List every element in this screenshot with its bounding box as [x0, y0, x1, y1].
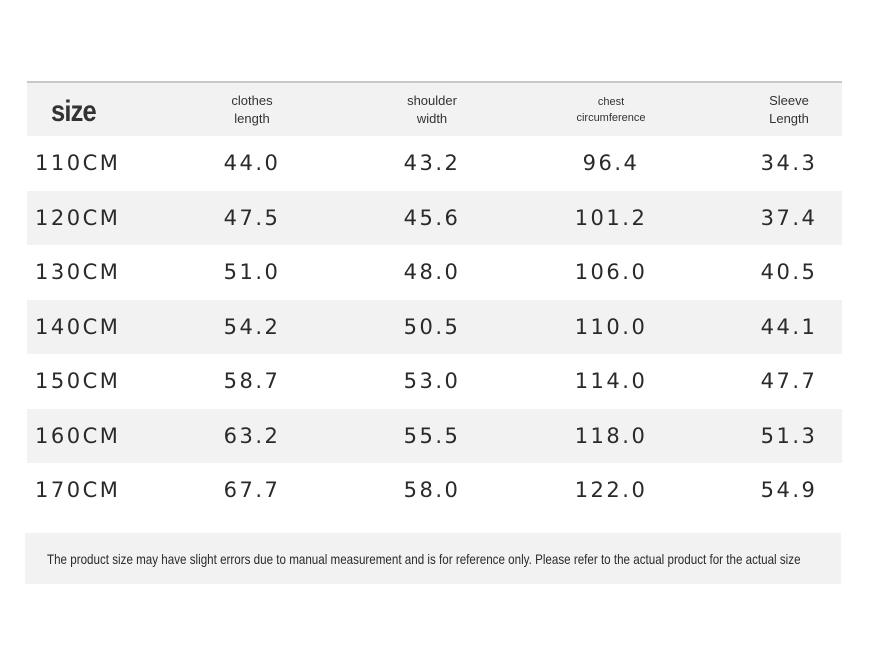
header-chest-circumference: chest circumference	[576, 83, 645, 136]
shoulder-cell: 45.6	[403, 205, 461, 230]
chest-cell: 114.0	[574, 369, 648, 394]
length-cell: 58.7	[223, 369, 281, 394]
shoulder-cell: 50.5	[403, 314, 461, 339]
header-clothes-length: clothes length	[231, 83, 272, 136]
chest-cell: 106.0	[574, 260, 648, 285]
header-sleeve-length: Sleeve Length	[769, 83, 809, 136]
header-line: Length	[769, 110, 809, 126]
length-cell: 47.5	[223, 205, 281, 230]
header-line: width	[416, 110, 448, 126]
sleeve-cell: 47.7	[760, 369, 818, 394]
length-cell: 67.7	[223, 478, 281, 503]
length-cell: 51.0	[223, 260, 281, 285]
size-cell: 140CM	[35, 314, 121, 339]
shoulder-cell: 53.0	[403, 369, 461, 394]
chest-cell: 122.0	[574, 478, 648, 503]
disclaimer-text: The product size may have slight errors …	[47, 550, 801, 567]
shoulder-cell: 58.0	[403, 478, 461, 503]
length-cell: 44.0	[223, 151, 281, 176]
size-cell: 130CM	[35, 260, 121, 285]
size-chart-table: size clothes length shoulder width chest…	[27, 81, 842, 518]
table-row: 110CM 44.0 43.2 96.4 34.3	[27, 136, 842, 191]
size-header: size	[51, 95, 97, 128]
table-row: 170CM 67.7 58.0 122.0 54.9	[27, 463, 842, 518]
header-line: Sleeve	[769, 92, 809, 108]
header-line: shoulder	[407, 92, 457, 108]
chest-cell: 101.2	[574, 205, 648, 230]
table-row: 160CM 63.2 55.5 118.0 51.3	[27, 408, 842, 463]
table-row: 130CM 51.0 48.0 106.0 40.5	[27, 245, 842, 300]
shoulder-cell: 55.5	[403, 423, 461, 448]
shoulder-cell: 48.0	[403, 260, 461, 285]
table-top-rule	[27, 81, 842, 83]
length-cell: 63.2	[223, 423, 281, 448]
table-header-row: size clothes length shoulder width chest…	[27, 83, 842, 136]
length-cell: 54.2	[223, 314, 281, 339]
table-row: 150CM 58.7 53.0 114.0 47.7	[27, 354, 842, 409]
sleeve-cell: 37.4	[760, 205, 818, 230]
header-shoulder-width: shoulder width	[407, 83, 457, 136]
header-line: length	[234, 110, 270, 126]
disclaimer-box: The product size may have slight errors …	[25, 533, 841, 584]
header-line: clothes	[231, 92, 273, 108]
sleeve-cell: 34.3	[760, 151, 818, 176]
chest-cell: 110.0	[574, 314, 648, 339]
sleeve-cell: 44.1	[760, 314, 818, 339]
shoulder-cell: 43.2	[403, 151, 461, 176]
table-row: 140CM 54.2 50.5 110.0 44.1	[27, 299, 842, 354]
size-cell: 160CM	[35, 423, 121, 448]
sleeve-cell: 51.3	[760, 423, 818, 448]
size-cell: 170CM	[35, 478, 121, 503]
size-cell: 150CM	[35, 369, 121, 394]
sleeve-cell: 40.5	[760, 260, 818, 285]
chest-cell: 96.4	[582, 151, 640, 176]
header-line: chest	[597, 95, 625, 108]
sleeve-cell: 54.9	[760, 478, 818, 503]
size-cell: 110CM	[35, 151, 121, 176]
header-line: circumference	[576, 111, 646, 124]
table-row: 120CM 47.5 45.6 101.2 37.4	[27, 190, 842, 245]
chest-cell: 118.0	[574, 423, 648, 448]
size-cell: 120CM	[35, 205, 121, 230]
